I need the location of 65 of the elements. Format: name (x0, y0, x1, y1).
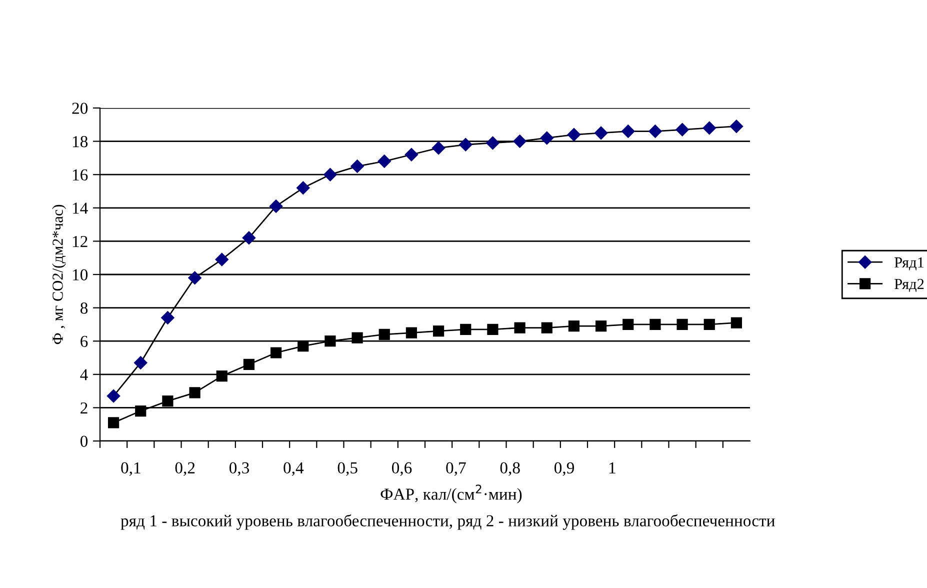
point (298, 340, 309, 352)
point (648, 124, 662, 138)
point (432, 141, 446, 155)
point (406, 327, 418, 338)
point (730, 317, 742, 328)
y-tick-label: 8 (80, 302, 88, 314)
point (161, 311, 174, 324)
point (622, 318, 634, 330)
point (568, 320, 580, 332)
point (134, 356, 148, 370)
legend-label: Ряд2 (894, 278, 924, 292)
point (730, 120, 744, 133)
point (404, 148, 418, 162)
point (513, 134, 526, 148)
point (704, 318, 715, 330)
point (540, 131, 554, 145)
point (432, 326, 444, 337)
legend-label: Ряд1 (894, 257, 924, 270)
point (135, 405, 146, 417)
point (108, 417, 120, 428)
point (324, 168, 337, 182)
point (296, 181, 310, 195)
point (352, 332, 363, 344)
point (650, 318, 661, 330)
point (459, 138, 472, 152)
y-tick-label: 20 (72, 102, 88, 114)
point (216, 370, 228, 382)
y-tick-label: 16 (72, 169, 88, 181)
text: ФАР, кал/(см$^{2}$·мин) (380, 484, 522, 504)
point (378, 154, 391, 168)
y-tick-label: 18 (72, 136, 88, 148)
point (594, 126, 608, 140)
point (378, 328, 390, 340)
point (702, 121, 716, 135)
point (350, 160, 364, 173)
y-tick-label: 0 (80, 436, 88, 447)
text: 0,1 0,2 0,3 0,4 0,5 0,6 0,7 0,8 0,9 1 (121, 462, 616, 476)
y-tick-label: 10 (72, 269, 88, 280)
y-tick-label: 12 (72, 236, 88, 247)
y-tick-label: 6 (80, 336, 88, 348)
point (486, 136, 500, 150)
point (269, 200, 283, 213)
point (242, 231, 256, 244)
y-tick-label: 2 (80, 402, 88, 414)
y-tick-label: 14 (72, 202, 88, 214)
point (243, 358, 255, 370)
point (541, 322, 552, 334)
point (460, 324, 472, 335)
point (215, 252, 228, 266)
point (567, 128, 581, 142)
y-axis-title: Ф , мг CO2/(дм2*час) (52, 204, 66, 344)
point (106, 389, 120, 403)
point (622, 124, 635, 138)
point (162, 395, 174, 407)
point (324, 336, 336, 347)
point (676, 318, 688, 330)
text: ряд 1 - высокий уровень влагообеспеченности, ряд 2 - низкий уровень влагообеспеченности (120, 514, 775, 530)
point (514, 322, 526, 334)
point (676, 123, 689, 136)
y-tick-label: 4 (80, 369, 88, 380)
point (595, 320, 607, 332)
point (189, 387, 200, 398)
point (188, 271, 202, 284)
point (270, 347, 282, 358)
point (487, 324, 498, 335)
